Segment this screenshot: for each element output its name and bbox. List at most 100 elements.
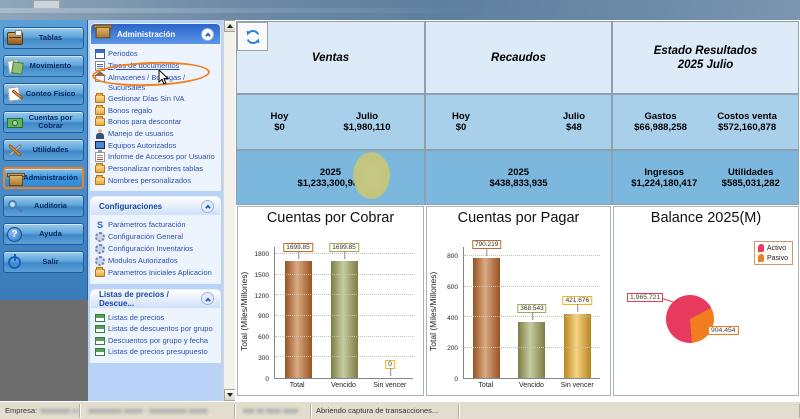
sidebar-item-administracion[interactable]: Administración bbox=[3, 167, 84, 189]
redacted-text: xxx xx xxxx xxxx bbox=[243, 406, 299, 415]
sidebar-item-salir[interactable]: Salir bbox=[3, 251, 84, 273]
status-segment-2: xxxxxxxxx xxxxx - xxxxxxxxxx xxxxx bbox=[80, 403, 235, 418]
calendar-icon bbox=[95, 49, 105, 59]
sidebar-item-label: Utilidades bbox=[32, 145, 69, 154]
menu-item-parametros-facturacion[interactable]: S Parámetros facturación bbox=[96, 220, 186, 230]
sidebar-item-conteo-fisico[interactable]: Conteo Fisico bbox=[3, 83, 84, 105]
chart-cuentas-por-cobrar: Cuentas por Cobrar Total (Miles/Millones… bbox=[237, 206, 424, 396]
y-axis-label: Total (Miles/Millones) bbox=[239, 271, 249, 351]
bar-total: 1699.85 bbox=[283, 242, 313, 378]
recaudos-year-cell: 2025 $438,833,935 bbox=[425, 150, 612, 205]
menu-item-listas-descuentos[interactable]: Listas de descuentos por grupo bbox=[95, 323, 218, 335]
recaudos-title: Recaudos bbox=[491, 51, 546, 64]
sidebar-item-utilidades[interactable]: Utilidades bbox=[3, 139, 84, 161]
menu-item-modulos-autorizados[interactable]: Modulos Autorizados bbox=[95, 255, 218, 267]
x-axis-labels: Total Vencido Sin vencer bbox=[478, 382, 594, 389]
ventas-julio: Julio $1,980,110 bbox=[343, 111, 391, 133]
menu-section-configuraciones: Configuraciones S Parámetros facturación … bbox=[91, 197, 220, 283]
menu-item-listas-presupuesto[interactable]: Listas de precios presupuesto bbox=[95, 346, 218, 358]
user-icon bbox=[95, 128, 105, 139]
background-window-fragment bbox=[33, 0, 60, 9]
estado-header-cell: Estado Resultados 2025 Julio bbox=[612, 21, 799, 94]
status-empresa: Empresa: xxxxxxxx x.x.x bbox=[0, 403, 80, 418]
chart-legend: Activo Pasivo bbox=[753, 241, 793, 265]
menu-item-manejo-usuarios[interactable]: Manejo de usuarios bbox=[95, 128, 218, 140]
pasivo-value-callout: 904.454 bbox=[708, 326, 739, 335]
menu-item-tipos-de-documentos[interactable]: Tipos de documentos bbox=[95, 60, 218, 72]
folder-icon bbox=[95, 174, 105, 185]
menu-section-header[interactable]: Configuraciones bbox=[91, 197, 220, 215]
menu-item-descuentos-grupo-fecha[interactable]: Descuentos por grupo y fecha bbox=[95, 335, 218, 347]
help-icon: ? bbox=[5, 225, 26, 244]
menu-section-listas: Listas de precios / Descue... Listas de … bbox=[91, 289, 220, 362]
menu-section-administracion: Administración Periodos Tipos de documen… bbox=[91, 24, 220, 190]
report-icon bbox=[95, 152, 105, 162]
collapse-icon[interactable] bbox=[201, 199, 214, 213]
power-icon bbox=[5, 253, 26, 272]
menu-item-configuracion-inventarios[interactable]: Configuración Inventarios bbox=[95, 243, 218, 255]
menu-section-body: Listas de precios Listas de descuentos p… bbox=[91, 307, 220, 362]
menu-item-nombres-personalizados[interactable]: Nombres personalizados bbox=[95, 174, 218, 187]
sidebar-item-label: Conteo Fisico bbox=[25, 89, 76, 98]
bar-sin-vencer: 0 bbox=[377, 247, 404, 378]
gear-icon bbox=[95, 232, 105, 242]
ventas-header-cell: Ventas bbox=[236, 21, 425, 94]
menu-item-periodos[interactable]: Periodos bbox=[95, 48, 218, 60]
recaudos-month-cell: Hoy $0 Julio $48 bbox=[425, 94, 612, 150]
sidebar-item-label: Ayuda bbox=[39, 229, 62, 238]
activo-swatch-icon bbox=[757, 243, 764, 253]
menu-item-listas-precios[interactable]: Listas de precios bbox=[95, 312, 218, 324]
refresh-button[interactable] bbox=[237, 22, 268, 51]
monitor-icon bbox=[95, 140, 105, 152]
recaudos-julio: Julio $48 bbox=[562, 111, 585, 133]
sidebar-button-stack: Tablas Movimiento Conteo Fisico Cuentas … bbox=[0, 20, 88, 300]
collapse-icon[interactable] bbox=[201, 292, 214, 305]
pasivo-swatch-icon bbox=[757, 253, 764, 263]
sheets-icon bbox=[5, 57, 26, 76]
menu-section-title: Listas de precios / Descue... bbox=[99, 289, 169, 308]
document-icon bbox=[95, 61, 105, 71]
folder-icon bbox=[95, 116, 105, 126]
sidebar-item-label: Administración bbox=[23, 173, 78, 182]
sidebar-item-label: Tablas bbox=[38, 33, 63, 42]
menu-section-header[interactable]: Administración bbox=[91, 24, 220, 44]
admin-menu-panel: Administración Periodos Tipos de documen… bbox=[88, 20, 223, 401]
menu-scrollbar[interactable] bbox=[223, 20, 236, 401]
menu-item-informe-accesos[interactable]: Informe de Accesos por Usuario bbox=[95, 151, 218, 163]
menu-item-parametros-iniciales[interactable]: Parametros Iniciales Aplicacion bbox=[95, 267, 218, 279]
sidebar-item-cuentas-por-cobrar[interactable]: Cuentas por Cobrar bbox=[3, 111, 84, 133]
menu-item-configuracion-general[interactable]: Configuración General bbox=[95, 231, 218, 243]
menu-section-title: Administración bbox=[117, 29, 176, 39]
refresh-icon bbox=[246, 29, 259, 44]
cursor-highlight-oval bbox=[353, 152, 390, 199]
sidebar-item-movimiento[interactable]: Movimiento bbox=[3, 55, 84, 77]
y-axis-ticks: 0 300 600 900 1200 1500 1800 bbox=[254, 250, 269, 383]
folder-icon bbox=[95, 267, 105, 277]
menu-item-almacenes[interactable]: Almacenes / Bodegas / Sucursales bbox=[94, 71, 218, 93]
sidebar-item-ayuda[interactable]: ? Ayuda bbox=[3, 223, 84, 245]
menu-item-equipos-autorizados[interactable]: Equipos Autorizados bbox=[95, 140, 218, 152]
menu-section-header[interactable]: Listas de precios / Descue... bbox=[91, 289, 220, 308]
sidebar-item-auditoria[interactable]: Auditoria bbox=[3, 195, 84, 217]
menu-item-bonos-descontar[interactable]: Bonos para descontar bbox=[95, 116, 218, 128]
ventas-year-cell: 2025 $1,233,300,985 bbox=[236, 150, 425, 205]
status-segment-3: xxx xx xxxx xxxx bbox=[235, 403, 311, 418]
chart-balance: Balance 2025(M) Activo Pasivo 1,965.721 … bbox=[613, 206, 799, 396]
y-axis-ticks: 0 200 400 600 800 bbox=[447, 253, 458, 383]
sidebar-item-label: Movimiento bbox=[29, 61, 72, 70]
menu-item-dias-sin-iva[interactable]: Gestionar Días Sin IVA bbox=[95, 93, 218, 105]
redacted-text: xxxxxxxxx xxxxx - xxxxxxxxxx xxxxx bbox=[88, 406, 208, 415]
plot-area: 790.219 368.543 421.676 bbox=[463, 239, 600, 379]
menu-section-body: S Parámetros facturación Configuración Ge… bbox=[91, 215, 220, 283]
recaudos-2025: 2025 $438,833,935 bbox=[489, 166, 548, 189]
x-axis-labels: Total Vencido Sin vencer bbox=[289, 382, 407, 389]
collapse-icon[interactable] bbox=[201, 27, 214, 41]
menu-item-bonos-regalo[interactable]: Bonos regalo bbox=[95, 104, 218, 117]
ventas-title: Ventas bbox=[311, 51, 350, 64]
estado-title: Estado Resultados 2025 Julio bbox=[653, 44, 758, 71]
menu-item-personalizar-nombres[interactable]: Personalizar nombres tablas bbox=[95, 163, 218, 175]
ventas-hoy: Hoy $0 bbox=[270, 111, 289, 133]
sidebar: Tablas Movimiento Conteo Fisico Cuentas … bbox=[0, 20, 88, 401]
y-axis-label: Total (Miles/Millones) bbox=[428, 271, 438, 351]
sidebar-item-tablas[interactable]: Tablas bbox=[3, 27, 84, 49]
